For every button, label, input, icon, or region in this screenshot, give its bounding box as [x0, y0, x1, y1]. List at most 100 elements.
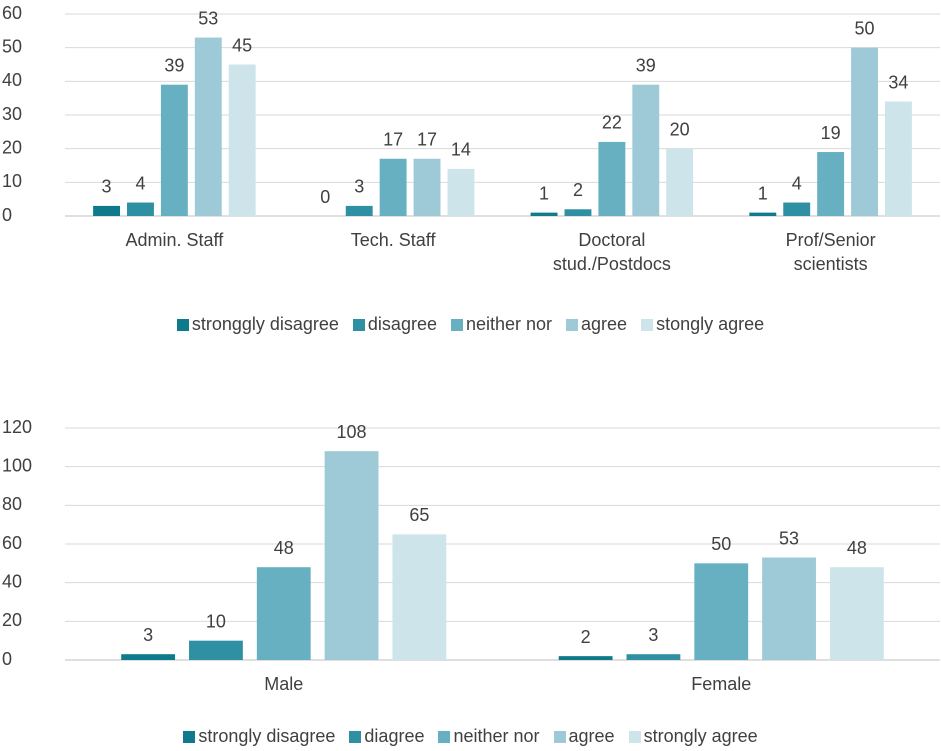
legend-item: strongly disagree — [183, 726, 335, 747]
bar — [379, 158, 407, 216]
data-label: 48 — [274, 538, 294, 558]
data-label: 1 — [539, 183, 549, 203]
legend-swatch — [183, 730, 196, 743]
bar — [666, 148, 694, 216]
bar — [413, 158, 441, 216]
legend-swatch — [641, 318, 654, 331]
legend-label: stronggly disagree — [191, 314, 339, 334]
x-tick-label: Prof/Senior scientists — [785, 230, 876, 274]
data-label: 65 — [409, 505, 429, 525]
y-tick-label: 20 — [2, 137, 22, 157]
data-label: 17 — [383, 130, 403, 150]
legend-item: stronggly disagree — [176, 314, 339, 335]
bar — [817, 152, 845, 216]
bar — [256, 567, 311, 660]
data-label: 50 — [855, 18, 875, 38]
bar — [626, 654, 681, 660]
bar — [345, 205, 373, 216]
data-label: 14 — [451, 140, 471, 160]
y-tick-label: 80 — [2, 494, 22, 514]
bar — [694, 563, 749, 660]
legend-item: disagree — [352, 314, 437, 335]
bar — [632, 84, 660, 216]
legend-item: strongly agree — [628, 726, 758, 747]
data-label: 39 — [636, 55, 656, 75]
bar — [447, 168, 475, 216]
data-label: 4 — [792, 173, 802, 193]
y-tick-label: 60 — [2, 3, 22, 23]
bar — [851, 47, 878, 216]
y-tick-label: 60 — [2, 533, 22, 553]
data-label: 3 — [354, 177, 364, 197]
legend-label: strongly agree — [643, 726, 758, 746]
bar — [749, 212, 777, 216]
x-tick-label: Male — [264, 674, 304, 694]
legend-label: neither nor — [453, 726, 540, 746]
y-tick-label: 10 — [2, 171, 22, 191]
bar — [558, 656, 613, 660]
y-tick-label: 50 — [2, 36, 22, 56]
bar — [324, 451, 379, 660]
legend-item: diagree — [349, 726, 424, 747]
data-label: 3 — [143, 625, 153, 645]
bar — [829, 567, 884, 660]
y-tick-label: 100 — [2, 455, 32, 475]
bar — [762, 557, 816, 660]
data-label: 0 — [320, 187, 330, 207]
data-label: 19 — [821, 123, 841, 143]
legend-item: agree — [553, 726, 615, 747]
data-label: 45 — [232, 35, 252, 55]
data-label: 3 — [648, 625, 658, 645]
bar — [530, 212, 558, 216]
bar — [783, 202, 811, 216]
bar — [121, 654, 176, 660]
data-label: 108 — [337, 422, 367, 442]
bar — [564, 209, 592, 216]
legend-item: stongly agree — [641, 314, 764, 335]
data-label: 17 — [417, 130, 437, 150]
x-tick-label: Tech. Staff — [350, 230, 436, 250]
bar — [93, 205, 121, 216]
bar — [884, 101, 912, 216]
x-tick-label: Admin. Staff — [125, 230, 224, 250]
legend-swatch — [450, 318, 463, 331]
y-tick-label: 40 — [2, 70, 22, 90]
legend-swatch — [566, 318, 579, 331]
data-label: 48 — [847, 538, 867, 558]
bar — [194, 37, 222, 216]
x-tick-label: Female — [691, 674, 752, 694]
bar — [392, 534, 447, 660]
legend-label: diagree — [364, 726, 425, 746]
data-label: 2 — [581, 627, 591, 647]
legend-swatch — [176, 318, 189, 331]
bar — [189, 640, 243, 660]
data-label: 10 — [206, 611, 226, 631]
legend-item: neither nor — [450, 314, 553, 335]
legend-item: neither nor — [438, 726, 540, 747]
y-tick-label: 120 — [2, 417, 32, 437]
legend-item: agree — [566, 314, 627, 335]
legend-label: neither nor — [465, 314, 553, 334]
data-label: 34 — [888, 72, 908, 92]
bar — [598, 141, 626, 216]
legend-label: agree — [568, 726, 615, 746]
legend-swatch — [352, 318, 365, 331]
bar — [228, 64, 256, 216]
data-label: 3 — [102, 177, 112, 197]
data-label: 50 — [711, 534, 731, 554]
data-label: 20 — [670, 119, 690, 139]
y-tick-label: 30 — [2, 104, 22, 124]
legend-label: strongly disagree — [198, 726, 336, 746]
bar — [127, 202, 154, 216]
legend-label: disagree — [367, 314, 437, 334]
data-label: 53 — [779, 528, 799, 548]
y-tick-label: 20 — [2, 610, 22, 630]
y-tick-label: 40 — [2, 571, 22, 591]
bar — [160, 84, 188, 216]
data-label: 39 — [164, 55, 184, 75]
legend-label: stongly agree — [656, 314, 765, 334]
data-label: 53 — [198, 8, 218, 28]
legend-swatch — [628, 730, 641, 743]
data-label: 1 — [758, 183, 768, 203]
